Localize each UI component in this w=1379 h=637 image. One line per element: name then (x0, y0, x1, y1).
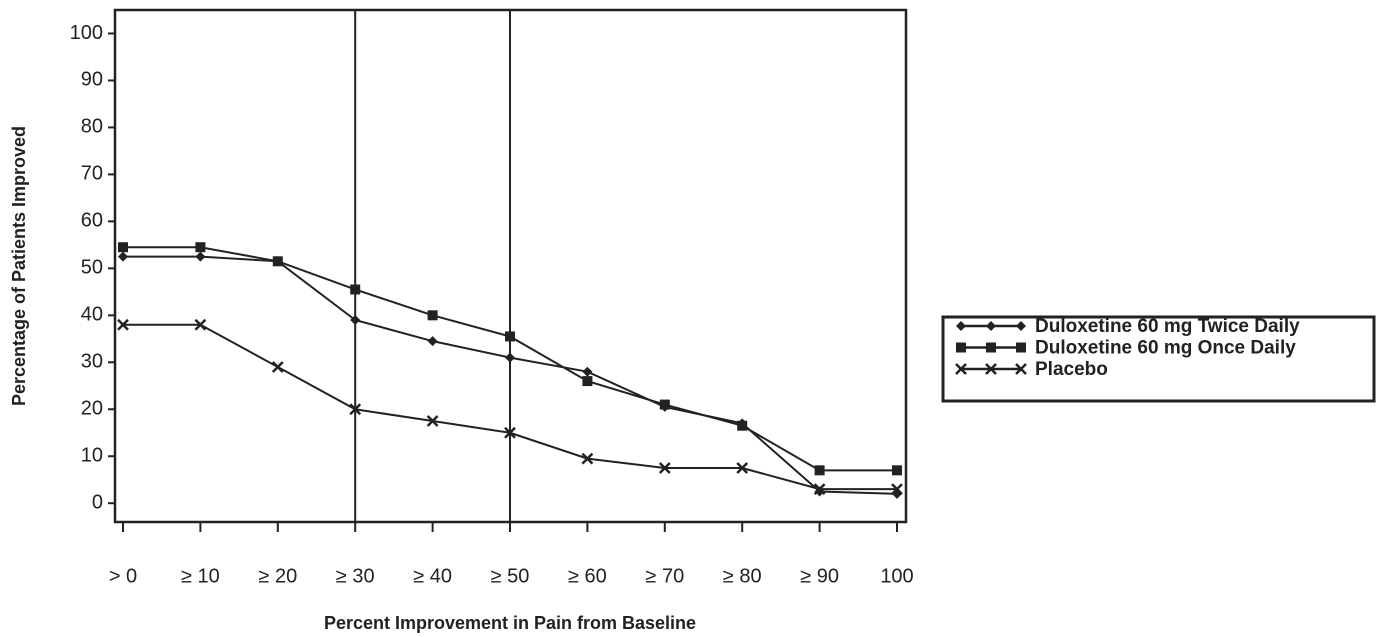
y-tick-label: 50 (81, 257, 103, 279)
marker (736, 462, 749, 474)
marker (194, 318, 207, 331)
legend-label: Duloxetine 60 mg Once Daily (1035, 338, 1296, 359)
y-tick-label: 90 (81, 69, 103, 91)
marker (1015, 363, 1027, 375)
marker (426, 415, 439, 427)
x-tick-label: ≥ 20 (258, 565, 297, 587)
marker (956, 342, 966, 353)
marker (504, 426, 516, 439)
marker (985, 363, 997, 375)
marker (350, 284, 361, 295)
legend-frame (941, 315, 1376, 403)
marker (891, 483, 903, 496)
y-tick-label: 100 (70, 22, 103, 44)
marker (271, 361, 284, 373)
x-tick-label: ≥ 90 (800, 565, 839, 587)
marker (427, 336, 438, 347)
y-axis-label: Percentage of Patients Improved (9, 126, 29, 406)
marker (986, 342, 996, 353)
marker (582, 366, 593, 377)
y-tick-label: 40 (81, 304, 103, 326)
y-tick-label: 0 (92, 491, 103, 513)
marker (427, 310, 438, 321)
y-tick-label: 70 (81, 163, 103, 185)
marker (272, 256, 283, 267)
x-tick-label: ≥ 40 (413, 565, 452, 587)
x-tick-label: ≥ 10 (181, 565, 220, 587)
marker (349, 403, 362, 416)
marker (955, 363, 967, 375)
y-tick-label: 80 (81, 116, 103, 138)
x-tick-label: ≥ 50 (491, 565, 530, 587)
marker (737, 420, 748, 431)
marker (658, 462, 671, 474)
y-tick-label: 20 (81, 398, 103, 420)
y-tick-label: 30 (81, 351, 103, 373)
marker (582, 376, 593, 387)
x-tick-label: ≥ 30 (336, 565, 375, 587)
y-tick-label: 60 (81, 210, 103, 232)
marker (813, 483, 826, 496)
marker (505, 331, 515, 342)
marker (195, 242, 206, 253)
marker (350, 315, 361, 326)
marker (814, 465, 825, 476)
marker (986, 321, 996, 331)
marker (659, 399, 670, 410)
marker (1016, 342, 1026, 353)
marker (117, 318, 129, 331)
marker (118, 251, 128, 262)
x-tick-label: ≥ 60 (568, 565, 607, 587)
legend-label: Duloxetine 60 mg Twice Daily (1035, 316, 1300, 337)
marker (118, 242, 128, 253)
marker (505, 352, 515, 363)
x-tick-label: > 0 (109, 565, 137, 587)
x-axis-label: Percent Improvement in Pain from Baselin… (324, 613, 696, 633)
marker (195, 251, 206, 262)
legend-label: Placebo (1035, 359, 1108, 380)
x-tick-label: 100 (880, 565, 913, 587)
x-tick-label: ≥ 70 (645, 565, 684, 587)
y-tick-label: 10 (81, 445, 103, 467)
marker (581, 452, 594, 465)
marker (956, 321, 966, 331)
marker (1016, 321, 1026, 331)
marker (892, 465, 902, 476)
x-tick-label: ≥ 80 (723, 565, 762, 587)
